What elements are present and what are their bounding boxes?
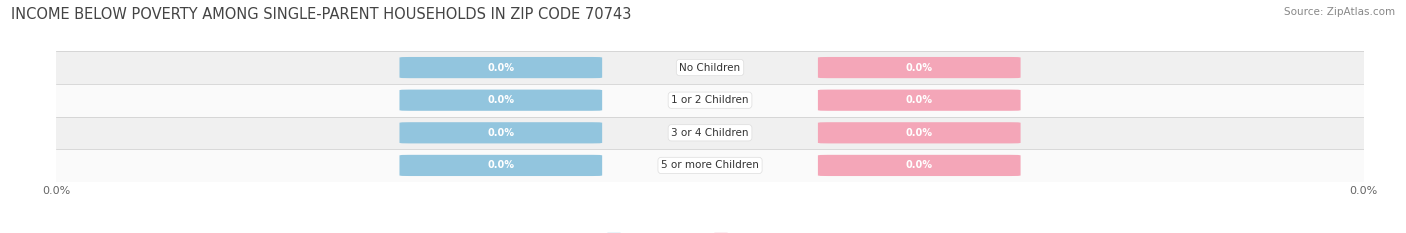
Text: 0.0%: 0.0% (905, 95, 932, 105)
FancyBboxPatch shape (818, 90, 1021, 111)
Text: Source: ZipAtlas.com: Source: ZipAtlas.com (1284, 7, 1395, 17)
FancyBboxPatch shape (818, 122, 1021, 143)
Text: 0.0%: 0.0% (905, 128, 932, 138)
FancyBboxPatch shape (399, 155, 602, 176)
Text: 0.0%: 0.0% (488, 95, 515, 105)
Bar (56, 84, 1364, 116)
FancyBboxPatch shape (399, 122, 602, 143)
Text: 0.0%: 0.0% (905, 161, 932, 170)
FancyBboxPatch shape (818, 155, 1021, 176)
Bar (56, 149, 1364, 182)
Text: 0.0%: 0.0% (488, 161, 515, 170)
Text: INCOME BELOW POVERTY AMONG SINGLE-PARENT HOUSEHOLDS IN ZIP CODE 70743: INCOME BELOW POVERTY AMONG SINGLE-PARENT… (11, 7, 631, 22)
Text: 0.0%: 0.0% (488, 63, 515, 72)
FancyBboxPatch shape (399, 57, 602, 78)
Text: 0.0%: 0.0% (905, 63, 932, 72)
Legend: Single Father, Single Mother: Single Father, Single Mother (603, 229, 817, 233)
Text: 5 or more Children: 5 or more Children (661, 161, 759, 170)
Text: 3 or 4 Children: 3 or 4 Children (671, 128, 749, 138)
Text: No Children: No Children (679, 63, 741, 72)
FancyBboxPatch shape (818, 57, 1021, 78)
FancyBboxPatch shape (399, 90, 602, 111)
Text: 1 or 2 Children: 1 or 2 Children (671, 95, 749, 105)
Text: 0.0%: 0.0% (488, 128, 515, 138)
Bar (56, 116, 1364, 149)
Bar (56, 51, 1364, 84)
